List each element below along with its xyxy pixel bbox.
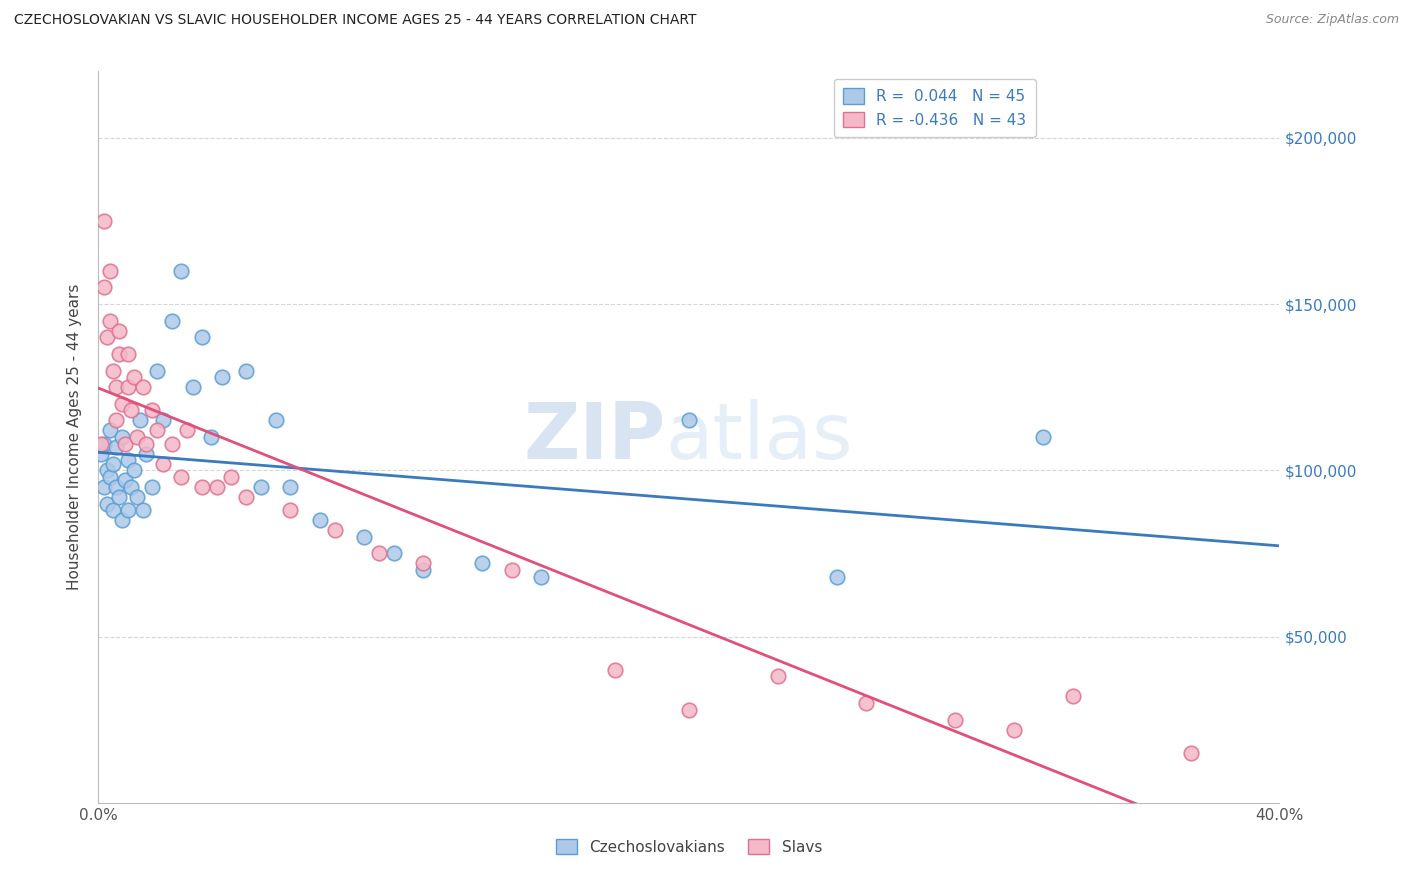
- Point: [108, 324, 131, 338]
- Point: [221, 470, 243, 484]
- Point: [211, 370, 233, 384]
- Point: [108, 347, 131, 361]
- Point: [382, 546, 405, 560]
- Point: [235, 363, 257, 377]
- Point: [103, 457, 125, 471]
- Point: [471, 557, 494, 571]
- Point: [152, 457, 174, 471]
- Point: [98, 264, 121, 278]
- Point: [1180, 746, 1202, 760]
- Point: [943, 713, 966, 727]
- Point: [98, 424, 121, 438]
- Point: [181, 380, 204, 394]
- Text: atlas: atlas: [665, 399, 853, 475]
- Point: [200, 430, 222, 444]
- Text: ZIP: ZIP: [523, 399, 665, 475]
- Point: [766, 669, 789, 683]
- Point: [122, 463, 145, 477]
- Point: [120, 480, 142, 494]
- Point: [122, 370, 145, 384]
- Point: [176, 424, 198, 438]
- Point: [114, 436, 136, 450]
- Point: [117, 347, 139, 361]
- Point: [678, 703, 700, 717]
- Point: [170, 470, 193, 484]
- Point: [128, 413, 150, 427]
- Point: [90, 447, 112, 461]
- Point: [105, 380, 128, 394]
- Point: [111, 430, 134, 444]
- Point: [132, 380, 155, 394]
- Point: [191, 330, 214, 344]
- Point: [368, 546, 391, 560]
- Point: [323, 523, 346, 537]
- Point: [146, 424, 169, 438]
- Point: [264, 413, 287, 427]
- Point: [855, 696, 877, 710]
- Point: [111, 513, 134, 527]
- Point: [530, 570, 553, 584]
- Point: [90, 436, 112, 450]
- Point: [93, 480, 115, 494]
- Point: [117, 380, 139, 394]
- Point: [280, 480, 302, 494]
- Point: [412, 563, 434, 577]
- Point: [235, 490, 257, 504]
- Point: [105, 480, 128, 494]
- Point: [98, 314, 121, 328]
- Point: [605, 663, 627, 677]
- Point: [93, 214, 115, 228]
- Point: [117, 503, 139, 517]
- Point: [108, 490, 131, 504]
- Point: [1002, 723, 1025, 737]
- Point: [93, 280, 115, 294]
- Point: [205, 480, 228, 494]
- Point: [162, 436, 183, 450]
- Legend: Czechoslovakians, Slavs: Czechoslovakians, Slavs: [550, 833, 828, 861]
- Point: [141, 403, 163, 417]
- Point: [170, 264, 193, 278]
- Point: [412, 557, 434, 571]
- Point: [93, 436, 115, 450]
- Point: [1062, 690, 1084, 704]
- Point: [105, 413, 128, 427]
- Point: [132, 503, 155, 517]
- Point: [117, 453, 139, 467]
- Point: [125, 430, 148, 444]
- Point: [103, 363, 125, 377]
- Point: [191, 480, 214, 494]
- Point: [152, 413, 174, 427]
- Point: [125, 490, 148, 504]
- Point: [103, 503, 125, 517]
- Point: [501, 563, 523, 577]
- Point: [678, 413, 700, 427]
- Point: [111, 397, 134, 411]
- Point: [162, 314, 183, 328]
- Point: [120, 403, 142, 417]
- Point: [114, 473, 136, 487]
- Point: [96, 463, 118, 477]
- Text: CZECHOSLOVAKIAN VS SLAVIC HOUSEHOLDER INCOME AGES 25 - 44 YEARS CORRELATION CHAR: CZECHOSLOVAKIAN VS SLAVIC HOUSEHOLDER IN…: [14, 13, 696, 28]
- Point: [96, 330, 118, 344]
- Point: [280, 503, 302, 517]
- Point: [146, 363, 169, 377]
- Point: [309, 513, 332, 527]
- Point: [135, 436, 157, 450]
- Y-axis label: Householder Income Ages 25 - 44 years: Householder Income Ages 25 - 44 years: [67, 284, 83, 591]
- Point: [1032, 430, 1054, 444]
- Point: [141, 480, 163, 494]
- Point: [105, 440, 128, 454]
- Point: [825, 570, 848, 584]
- Point: [135, 447, 157, 461]
- Point: [353, 530, 375, 544]
- Text: Source: ZipAtlas.com: Source: ZipAtlas.com: [1265, 13, 1399, 27]
- Point: [250, 480, 273, 494]
- Point: [96, 497, 118, 511]
- Point: [98, 470, 121, 484]
